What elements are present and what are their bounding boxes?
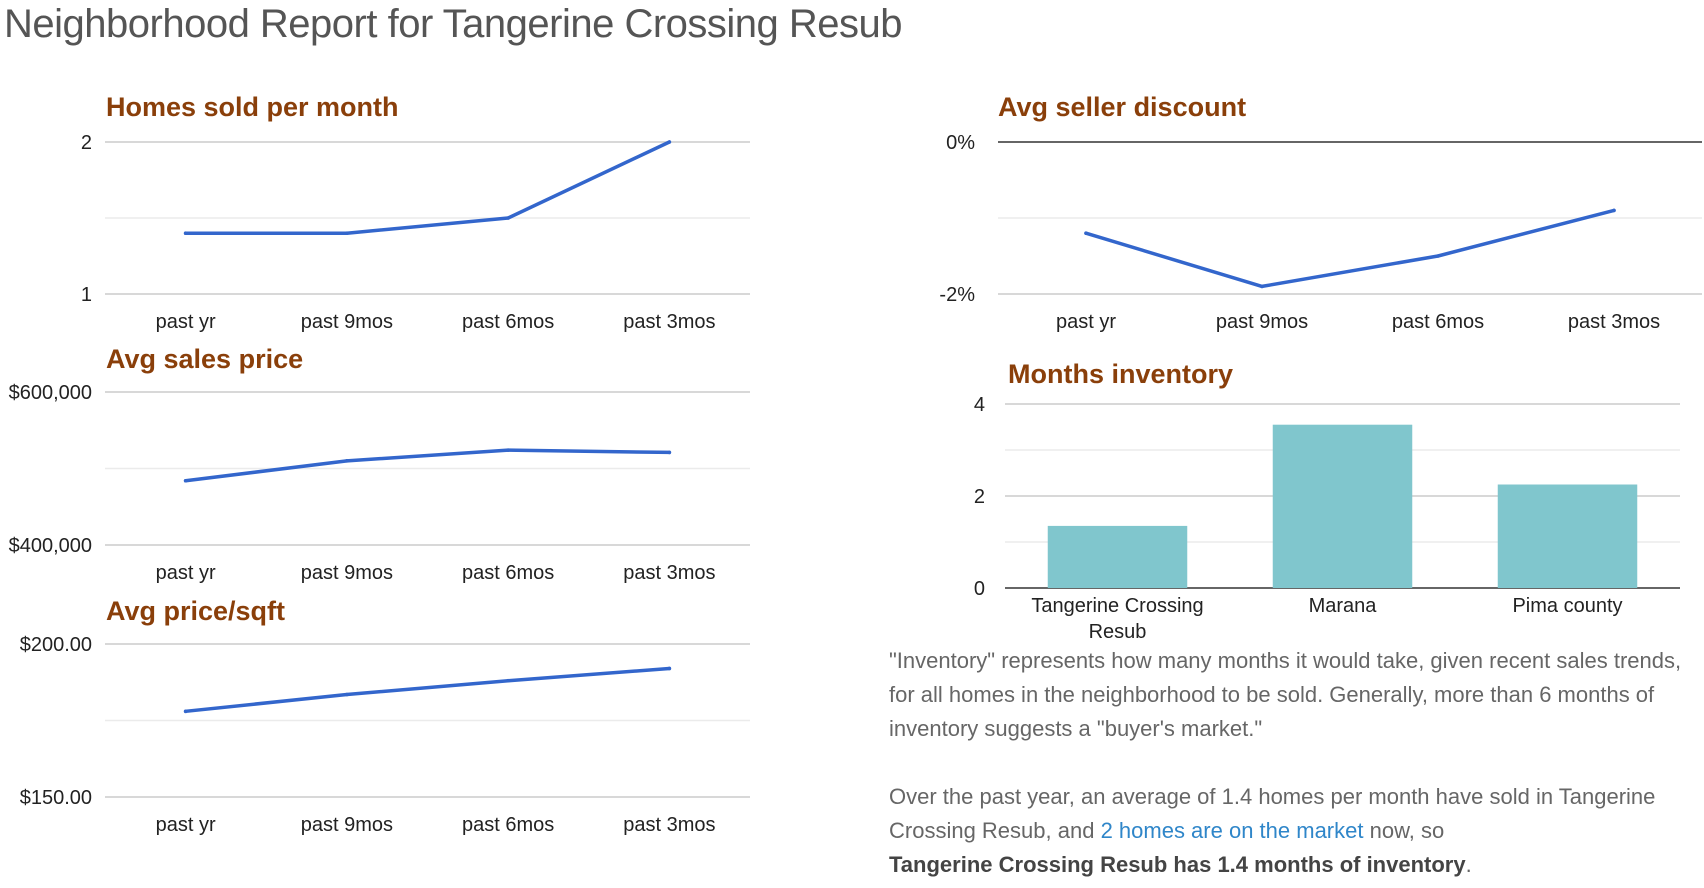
chart-title: Homes sold per month <box>106 92 399 122</box>
x-tick-label: Pima county <box>1512 595 1622 617</box>
y-tick-label: $400,000 <box>9 535 92 557</box>
series-line <box>183 666 672 714</box>
series-line <box>1084 208 1616 289</box>
x-tick-label: past 3mos <box>623 311 715 333</box>
data-point <box>1260 284 1264 289</box>
x-tick-label: past 6mos <box>462 562 554 584</box>
x-tick-label: past 6mos <box>462 311 554 333</box>
data-point <box>667 666 672 671</box>
data-point <box>183 231 188 235</box>
inventory-definition-text: "Inventory" represents how many months i… <box>889 648 1682 741</box>
data-point <box>506 678 510 683</box>
x-tick-label: past 9mos <box>301 814 393 836</box>
chart-avg-sales-price: $400,000 $600,000 Avg sales price past yr pa… <box>9 344 750 584</box>
x-tick-label: past 3mos <box>623 562 715 584</box>
x-tick-label: past 9mos <box>301 311 393 333</box>
data-point <box>506 216 510 220</box>
y-tick-label: 2 <box>974 486 985 508</box>
x-tick-label: past yr <box>156 562 216 584</box>
y-tick-label: -2% <box>939 284 975 306</box>
chart-months-inventory: 0 2 4 Months inventory Tangerine Crossing Res… <box>974 359 1680 643</box>
inventory-summary: Over the past year, an average of 1.4 ho… <box>889 780 1689 882</box>
x-tick-label: past yr <box>156 311 216 333</box>
chart-avg-price-per-sqft: $150.00 $200.00 Avg price/sqft past yr past … <box>20 596 750 836</box>
bar <box>1272 424 1413 588</box>
chart-title: Months inventory <box>1008 359 1233 389</box>
data-point <box>667 140 672 144</box>
x-tick-label: past 6mos <box>1392 311 1484 333</box>
page-title: Neighborhood Report for Tangerine Crossi… <box>4 2 903 46</box>
data-point <box>667 450 672 455</box>
y-tick-label: 4 <box>974 394 985 416</box>
summary-intro: Over the past year, an average of 1.4 ho… <box>889 784 1656 843</box>
bar <box>1047 525 1188 588</box>
x-tick-label: past 9mos <box>1216 311 1308 333</box>
chart-title: Avg sales price <box>106 344 303 374</box>
data-point <box>1436 254 1440 258</box>
series-line <box>183 140 672 235</box>
summary-period: . <box>1465 852 1472 877</box>
data-point <box>1084 231 1088 235</box>
data-point <box>345 692 349 697</box>
x-tick-label: past 3mos <box>1568 311 1660 333</box>
chart-avg-seller-discount: -2% 0% Avg seller discount past yr past 9mos… <box>939 92 1702 333</box>
chart-homes-sold-per-month: 1 2 Homes sold per month past yr past 9mos pa… <box>81 92 750 333</box>
x-tick-label: past 3mos <box>623 814 715 836</box>
x-tick-label: past 6mos <box>462 814 554 836</box>
x-tick-label: past yr <box>1056 311 1116 333</box>
data-point <box>1612 208 1616 213</box>
y-tick-label: 1 <box>81 284 92 306</box>
inventory-explanation: "Inventory" represents how many months i… <box>889 644 1689 746</box>
data-point <box>506 448 510 452</box>
x-tick-label: past 9mos <box>301 562 393 584</box>
y-tick-label: 2 <box>81 132 92 154</box>
homes-on-market-link[interactable]: 2 homes are on the market <box>1100 818 1364 843</box>
data-point <box>345 231 349 235</box>
y-tick-label: 0% <box>946 132 975 154</box>
x-tick-label: Tangerine Crossing Resub <box>1031 595 1203 643</box>
x-tick-label: Marana <box>1309 595 1378 617</box>
data-point <box>183 709 188 714</box>
y-tick-label: $600,000 <box>9 382 92 404</box>
chart-title: Avg price/sqft <box>106 596 285 626</box>
data-point <box>183 478 188 483</box>
y-tick-label: $150.00 <box>20 787 92 809</box>
bar <box>1497 484 1638 588</box>
y-tick-label: $200.00 <box>20 634 92 656</box>
x-tick-label: past yr <box>156 814 216 836</box>
series-line <box>183 448 672 483</box>
inventory-summary-text: Over the past year, an average of 1.4 ho… <box>889 780 1689 882</box>
y-tick-label: 0 <box>974 578 985 600</box>
chart-title: Avg seller discount <box>998 92 1246 122</box>
summary-now: now, so <box>1363 818 1445 843</box>
data-point <box>345 459 349 463</box>
summary-conclusion: Tangerine Crossing Resub has 1.4 months … <box>889 852 1466 877</box>
